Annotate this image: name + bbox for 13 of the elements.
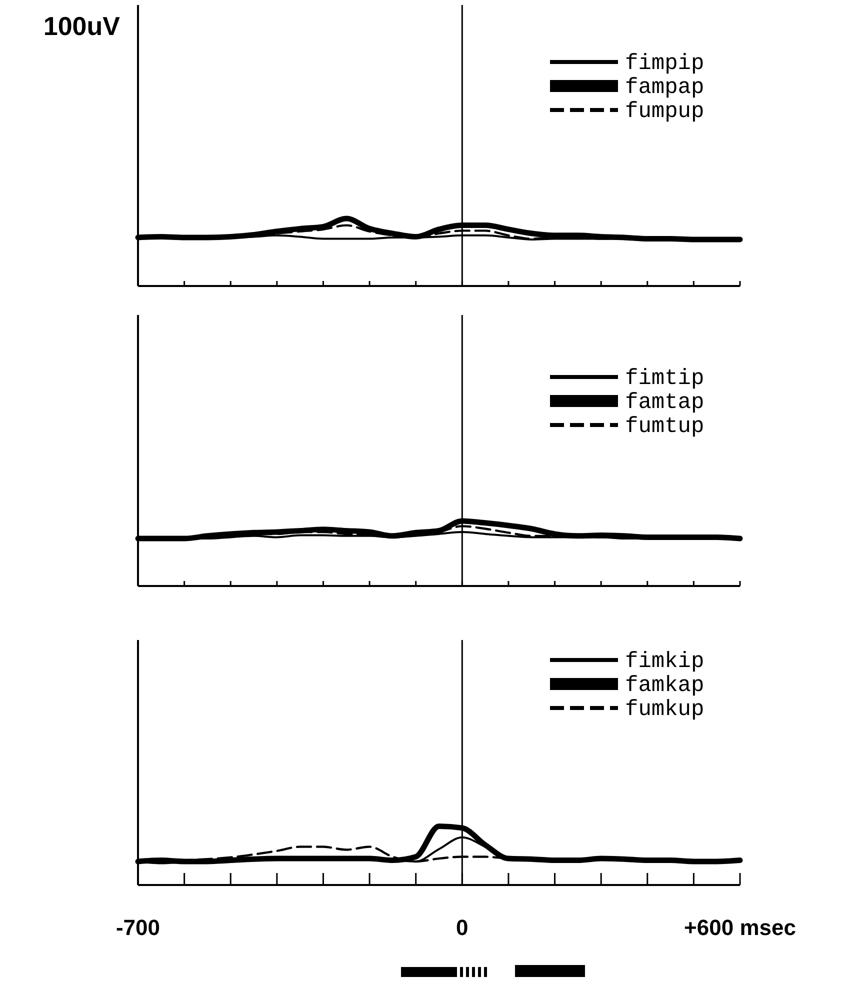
legend-label: fimkip — [625, 649, 704, 674]
legend-label: fimtip — [625, 366, 704, 391]
legend-label: fumkup — [625, 697, 704, 722]
x-tick-label: 0 — [456, 915, 468, 940]
legend-label: famkap — [625, 673, 704, 698]
legend-label: fumpup — [625, 99, 704, 124]
x-tick-label: -700 — [116, 915, 160, 940]
legend-label: famtap — [625, 390, 704, 415]
legend-label: fimpip — [625, 51, 704, 76]
text: 100uV — [43, 11, 121, 41]
legend-label: fampap — [625, 75, 704, 100]
x-tick-label: +600 msec — [684, 915, 796, 940]
legend-label: fumtup — [625, 414, 704, 439]
